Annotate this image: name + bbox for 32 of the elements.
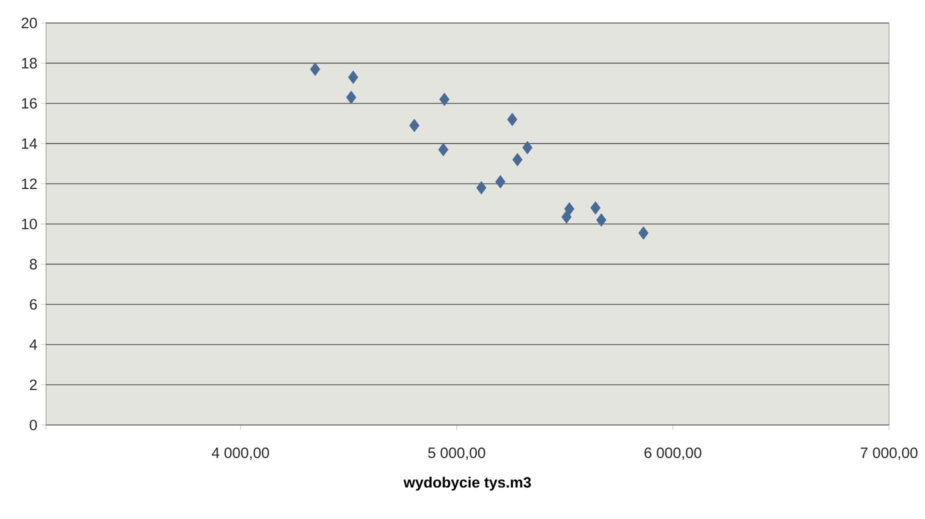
y-tick-label: 14: [22, 138, 38, 149]
point: [409, 118, 420, 132]
y-tick-label: 4: [30, 339, 38, 350]
y-tick-label: 16: [22, 98, 37, 109]
point: [638, 226, 649, 240]
point: [561, 210, 572, 224]
point: [495, 175, 506, 188]
point: [476, 181, 486, 195]
point: [507, 112, 518, 126]
y-tick-label: 12: [22, 178, 37, 190]
point: [439, 92, 450, 106]
y-tick-label: 8: [30, 258, 37, 270]
x-tick-label: 7 000,00: [860, 448, 918, 460]
x-axis-title: wydobycie tys.m3: [404, 476, 531, 491]
point: [310, 62, 320, 76]
point: [564, 202, 574, 216]
point: [348, 70, 358, 84]
y-tick-label: 0: [30, 420, 37, 430]
y-tick-label: 2: [30, 380, 37, 390]
x-tick-label: 4 000,00: [212, 448, 270, 460]
point: [346, 90, 356, 104]
x-tick-label: 5 000,00: [428, 448, 486, 460]
y-tick-label: 18: [22, 58, 37, 68]
point: [590, 201, 601, 215]
point: [522, 140, 532, 154]
y-tick-label: 20: [22, 18, 37, 28]
y-tick-label: 10: [22, 218, 37, 230]
point: [438, 142, 448, 156]
x-tick-label: 6 000,00: [644, 448, 702, 460]
y-tick-label: 6: [30, 299, 37, 310]
point: [596, 213, 606, 227]
point: [512, 152, 523, 166]
